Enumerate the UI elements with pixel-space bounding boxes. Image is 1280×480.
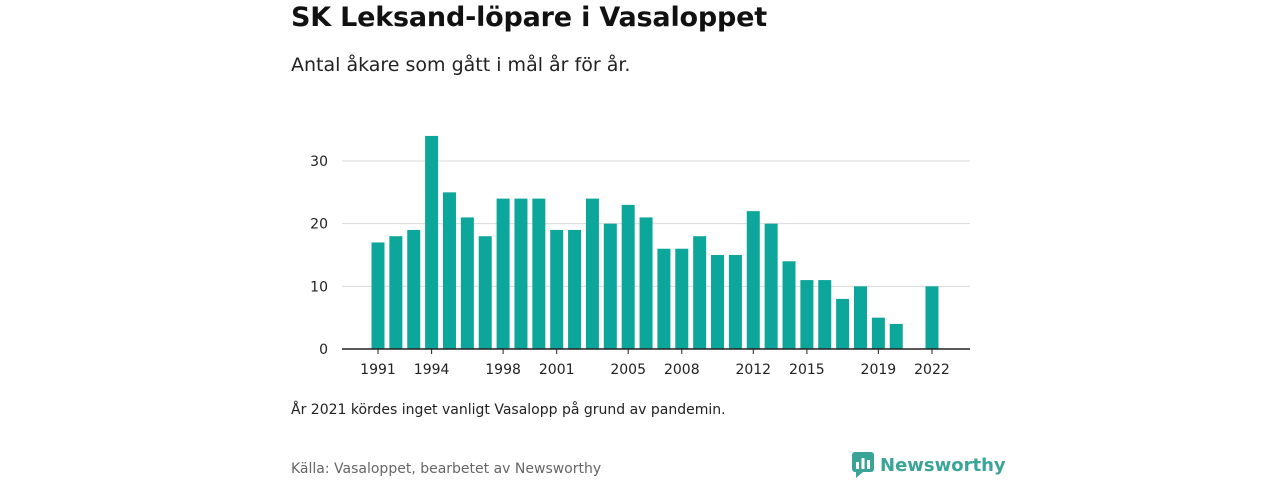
bar-2009 — [693, 236, 707, 349]
chart-title: SK Leksand-löpare i Vasaloppet — [291, 2, 767, 33]
bar-2018 — [853, 286, 867, 349]
brand-logo: Newsworthy — [852, 452, 1006, 478]
y-tick-label: 20 — [310, 217, 328, 233]
bar-2000 — [532, 198, 546, 349]
bar-1991 — [371, 242, 385, 349]
bar-1994 — [425, 135, 439, 349]
bar-2016 — [818, 280, 832, 349]
bar-2013 — [764, 223, 778, 349]
x-tick-label: 1998 — [485, 362, 521, 378]
bars — [371, 135, 939, 349]
bar-1999 — [514, 198, 528, 349]
bar-1996 — [460, 217, 474, 349]
bar-1992 — [389, 236, 403, 349]
bar-2019 — [871, 317, 885, 349]
bar-2008 — [675, 248, 689, 349]
source-text: Källa: Vasaloppet, bearbetet av Newswort… — [291, 461, 602, 477]
x-tick-label: 1994 — [414, 362, 450, 378]
x-tick-label: 2019 — [861, 362, 897, 378]
bar-2017 — [836, 298, 850, 349]
x-tick-label: 1991 — [360, 362, 396, 378]
x-tick-label: 2015 — [789, 362, 825, 378]
x-tick-label: 2008 — [664, 362, 700, 378]
y-tick-label: 30 — [310, 154, 328, 170]
bar-2010 — [711, 255, 725, 349]
x-tick-label: 2022 — [914, 362, 950, 378]
brand-name: Newsworthy — [880, 454, 1006, 476]
bar-1995 — [442, 192, 456, 349]
x-tick-label: 2012 — [735, 362, 771, 378]
bar-1998 — [496, 198, 510, 349]
bar-2001 — [550, 229, 564, 349]
x-tick-label: 2005 — [610, 362, 646, 378]
bar-2020 — [889, 323, 903, 349]
bar-2002 — [568, 229, 582, 349]
newsworthy-logo-icon — [852, 452, 874, 478]
bar-2004 — [603, 223, 617, 349]
bar-2006 — [639, 217, 653, 349]
footnote: År 2021 kördes inget vanligt Vasalopp på… — [291, 402, 726, 418]
x-tick-label: 2001 — [539, 362, 575, 378]
bar-2005 — [621, 204, 635, 349]
bar-2012 — [746, 211, 760, 349]
chart-subtitle: Antal åkare som gått i mål år för år. — [291, 54, 631, 76]
bar-2011 — [728, 255, 742, 349]
bar-2022 — [925, 286, 939, 349]
bar-1993 — [407, 229, 421, 349]
y-tick-label: 10 — [310, 279, 328, 295]
bar-2014 — [782, 261, 796, 349]
bar-2015 — [800, 280, 814, 349]
bar-1997 — [478, 236, 492, 349]
bar-2003 — [585, 198, 599, 349]
y-tick-label: 0 — [319, 342, 328, 358]
axes: 0 10 20 30 1991 1994 1998 2001 2005 2008 2012 2015 2… — [310, 154, 970, 378]
bar-2007 — [657, 248, 671, 349]
